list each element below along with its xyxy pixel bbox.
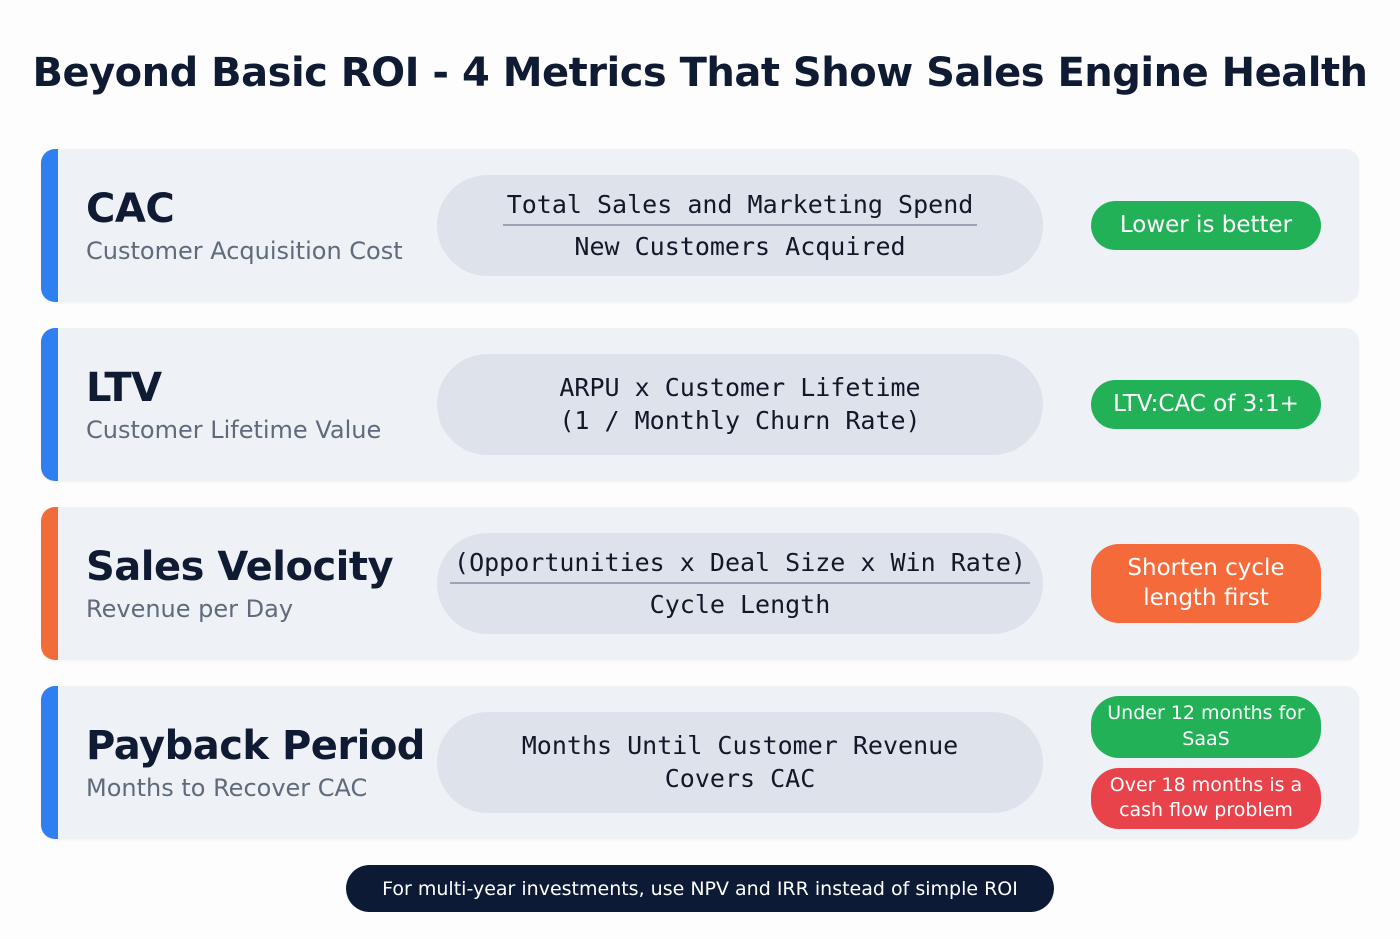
badge-group: Lower is better: [1091, 149, 1321, 302]
fraction-bar: [502, 223, 978, 226]
badge-group: Shorten cycle length first: [1091, 507, 1321, 660]
formula-line-1: Months Until Customer Revenue: [521, 731, 959, 760]
metric-name: Sales Velocity: [86, 543, 394, 590]
formula-fraction: (Opportunities x Deal Size x Win Rate) C…: [450, 548, 1030, 620]
metric-name: CAC: [86, 185, 175, 232]
metric-name: Payback Period: [86, 722, 425, 769]
formula-pill: ARPU x Customer Lifetime (1 / Monthly Ch…: [437, 354, 1043, 455]
fraction-bar: [450, 581, 1030, 584]
formula-pill: (Opportunities x Deal Size x Win Rate) C…: [437, 533, 1043, 634]
metric-subtitle: Customer Lifetime Value: [86, 415, 382, 444]
metric-subtitle: Customer Acquisition Cost: [86, 236, 403, 265]
page-title: Beyond Basic ROI - 4 Metrics That Show S…: [32, 50, 1368, 96]
accent-bar: [41, 686, 58, 839]
formula-denominator: New Customers Acquired: [574, 231, 906, 261]
metric-label-block: CAC Customer Acquisition Cost: [86, 149, 403, 302]
formula-numerator: Total Sales and Marketing Spend: [506, 189, 974, 219]
status-badge-orange: Shorten cycle length first: [1091, 543, 1321, 624]
formula-line-1: ARPU x Customer Lifetime: [559, 373, 921, 402]
formula-pill: Months Until Customer Revenue Covers CAC: [437, 712, 1043, 813]
metric-subtitle: Revenue per Day: [86, 594, 294, 623]
formula-pill: Total Sales and Marketing Spend New Cust…: [437, 175, 1043, 276]
metric-card-sales-velocity: Sales Velocity Revenue per Day (Opportun…: [41, 507, 1359, 660]
status-badge-green: Lower is better: [1091, 200, 1321, 251]
metric-label-block: LTV Customer Lifetime Value: [86, 328, 381, 481]
status-badge-red: Over 18 months is a cash flow problem: [1091, 767, 1321, 829]
status-badge-green: Under 12 months for SaaS: [1091, 696, 1321, 758]
status-badge-green: LTV:CAC of 3:1+: [1091, 379, 1321, 430]
formula-numerator: (Opportunities x Deal Size x Win Rate): [454, 547, 1026, 577]
badge-group: Under 12 months for SaaS Over 18 months …: [1091, 686, 1321, 839]
footer-note: For multi-year investments, use NPV and …: [346, 865, 1054, 912]
metric-label-block: Payback Period Months to Recover CAC: [86, 686, 425, 839]
metric-label-block: Sales Velocity Revenue per Day: [86, 507, 394, 660]
accent-bar: [41, 149, 58, 302]
formula-fraction: Total Sales and Marketing Spend New Cust…: [502, 189, 978, 262]
metric-card-ltv: LTV Customer Lifetime Value ARPU x Custo…: [41, 328, 1359, 481]
formula-line-2: (1 / Monthly Churn Rate): [559, 405, 921, 435]
badge-group: LTV:CAC of 3:1+: [1091, 328, 1321, 481]
accent-bar: [41, 507, 58, 660]
metric-card-cac: CAC Customer Acquisition Cost Total Sale…: [41, 149, 1359, 302]
formula-denominator: Cycle Length: [649, 589, 831, 619]
accent-bar: [41, 328, 58, 481]
metric-subtitle: Months to Recover CAC: [86, 773, 368, 802]
metric-card-payback-period: Payback Period Months to Recover CAC Mon…: [41, 686, 1359, 839]
metric-name: LTV: [86, 364, 162, 411]
formula-line-2: Covers CAC: [664, 763, 816, 793]
